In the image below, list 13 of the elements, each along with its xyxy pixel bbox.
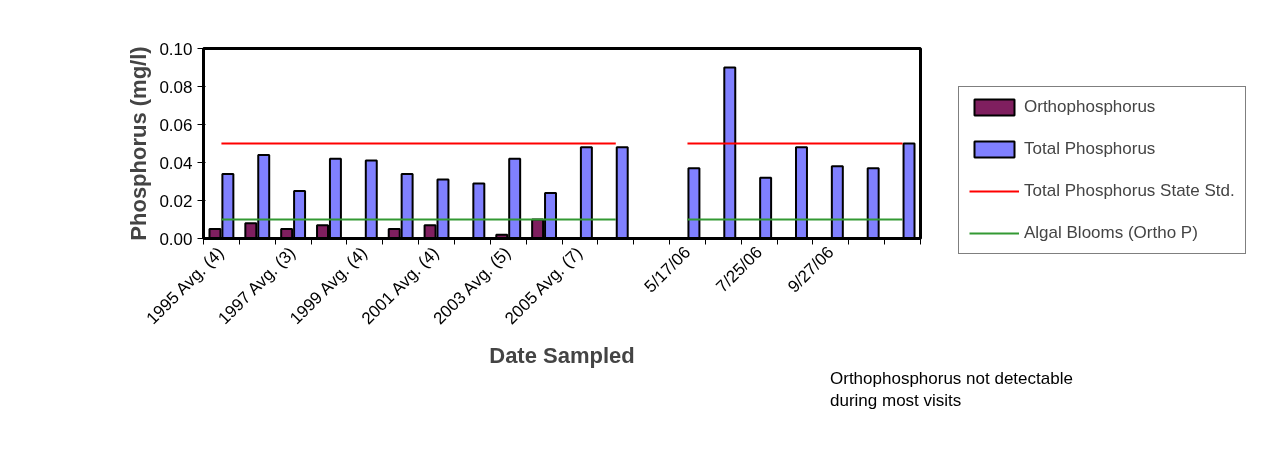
y-tick-label: 0.10 [159,39,193,59]
text: Orthophosphorus not detectable during most visits [830,368,1073,413]
y-tick-label: 0.06 [159,115,193,135]
legend-label: Orthophosphorus [1024,97,1156,117]
legend-label: Algal Blooms (Ortho P) [1024,223,1198,243]
y-tick-label: 0.02 [159,191,193,211]
y-tick-label: 0.08 [159,77,193,97]
x-axis-title: Date Sampled [489,342,635,368]
y-tick-label: 0.00 [159,229,193,249]
legend-label: Total Phosphorus [1024,139,1156,159]
y-axis-title: Phosphorus (mg/l) [126,46,152,241]
y-tick-label: 0.04 [159,153,193,173]
legend-label: Total Phosphorus State Std. [1024,181,1235,201]
